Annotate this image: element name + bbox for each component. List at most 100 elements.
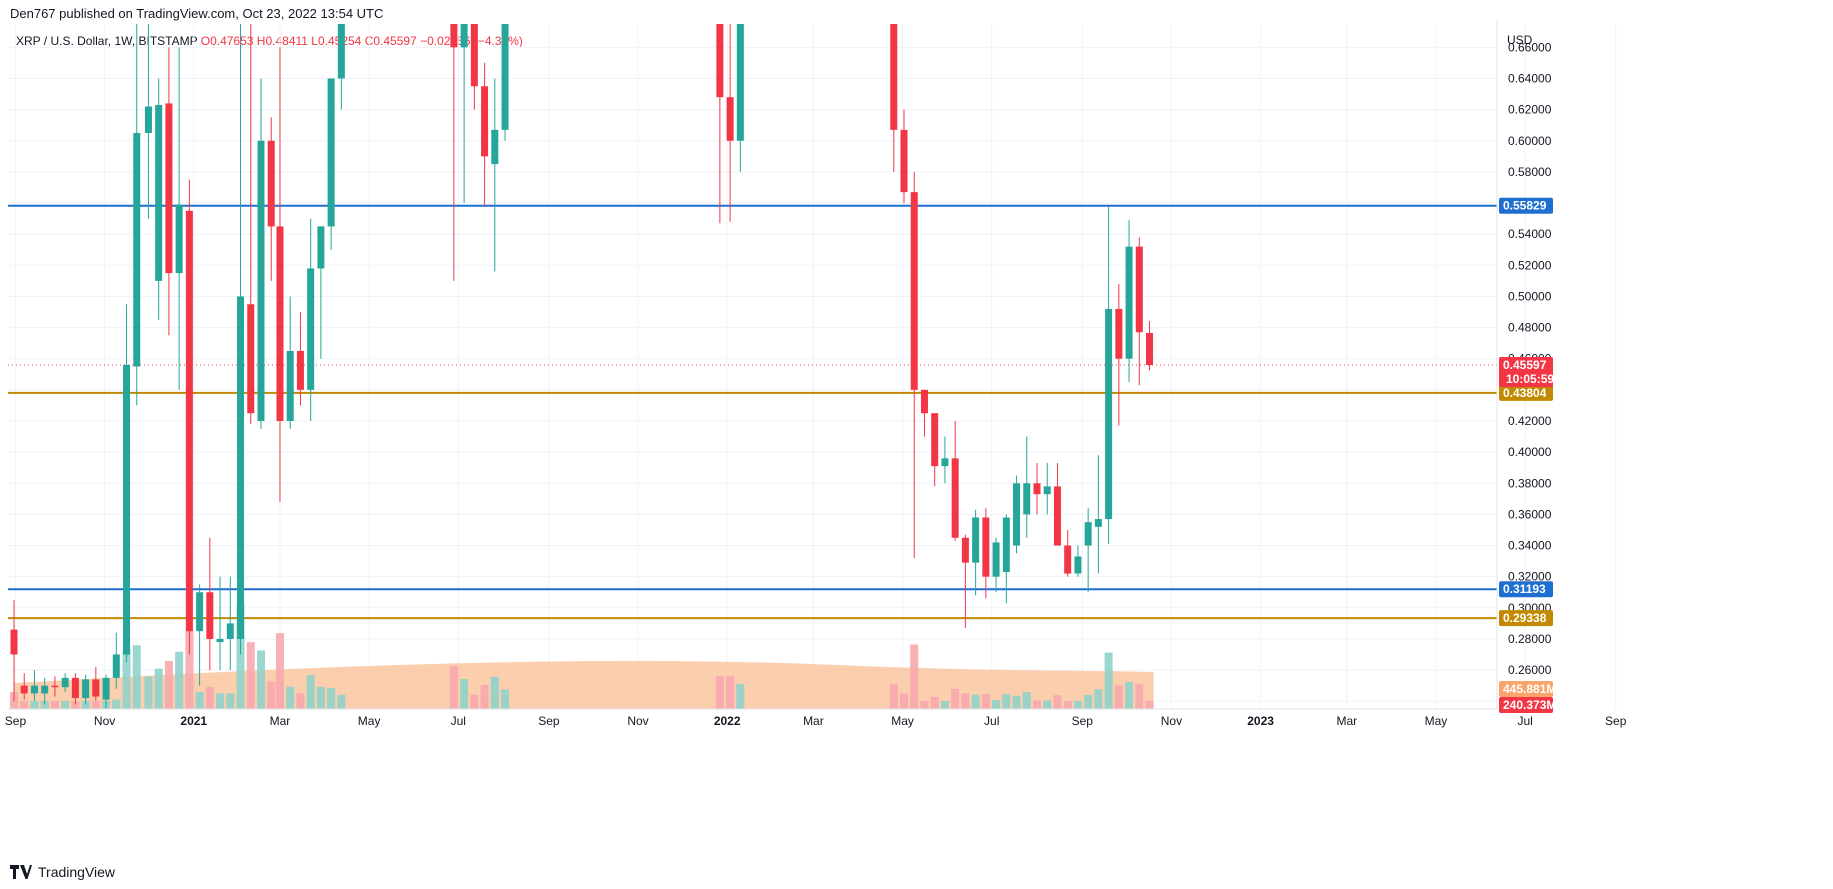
x-tick-label: Nov [627, 714, 648, 728]
candle [317, 226, 325, 359]
candle-body [296, 350, 304, 390]
candle [165, 47, 173, 336]
candle-body [972, 517, 980, 563]
volume-bar [256, 650, 265, 709]
volume-bar [337, 694, 346, 709]
candle [257, 78, 265, 429]
candle-body [61, 677, 69, 688]
candle-body [1094, 519, 1102, 527]
candle-body [1053, 486, 1061, 546]
x-tick-label: Sep [1072, 714, 1094, 728]
candle-body [30, 685, 38, 694]
candle [133, 24, 141, 406]
volume-bar [175, 651, 184, 709]
y-tick-label: 0.36000 [1508, 507, 1552, 521]
legend-symbol: XRP / U.S. Dollar, 1W, BITSTAMP [16, 34, 198, 48]
volume-bar [501, 689, 510, 709]
volume-bar [81, 701, 90, 709]
volume-bar [971, 694, 980, 709]
candle [1023, 436, 1031, 538]
candle [92, 666, 100, 702]
level-price-tag-bg [1499, 610, 1553, 627]
candle [307, 218, 315, 421]
candle [185, 179, 193, 655]
candle [337, 24, 345, 110]
candle [61, 673, 69, 692]
candle [726, 24, 734, 222]
volume-bar [195, 692, 204, 709]
candle-body [1115, 308, 1123, 359]
candle [82, 674, 90, 705]
x-tick-label: May [1425, 714, 1448, 728]
volume-bar [992, 699, 1001, 709]
volume-bar [1012, 696, 1021, 709]
candle [450, 24, 458, 281]
volume-bar [1002, 694, 1011, 709]
level-price-tag: 0.29338 [1499, 610, 1553, 627]
volume-tag-text: 445.881M [1503, 682, 1556, 696]
candle-body [20, 685, 28, 694]
candle-body [1084, 522, 1092, 546]
candle-body [961, 537, 969, 563]
candle [206, 537, 214, 671]
volume-bar [226, 693, 235, 709]
volume-bar [246, 642, 255, 709]
candle-body [491, 129, 499, 165]
volume-bar [154, 668, 163, 709]
candle [491, 78, 499, 272]
x-tick-label: 2023 [1247, 714, 1274, 728]
candle [992, 537, 1000, 593]
candle [961, 534, 969, 629]
candle-body [900, 129, 908, 193]
x-tick-label: Nov [94, 714, 115, 728]
price-axis-currency: USD [1507, 33, 1533, 47]
candle-body [206, 592, 214, 639]
y-tick-label: 0.38000 [1508, 476, 1552, 490]
candle-body [237, 296, 245, 639]
y-tick-label: 0.52000 [1508, 258, 1552, 272]
volume-bar [71, 701, 80, 709]
candle-body [1064, 545, 1072, 574]
candle-body [267, 140, 275, 227]
candle-body [337, 24, 345, 79]
volume-bar [1053, 695, 1062, 709]
candle-body [317, 226, 325, 269]
volume-bar [726, 675, 735, 709]
candle-body [185, 210, 193, 632]
plot-area [8, 24, 1497, 709]
candle-body [920, 389, 928, 414]
y-tick-label: 0.64000 [1508, 71, 1552, 85]
candle [1094, 455, 1102, 574]
candle [51, 676, 59, 697]
legend-low: L0.45254 [311, 34, 362, 48]
candle [910, 171, 918, 558]
volume-bar [910, 644, 919, 709]
volume-bar [275, 633, 284, 709]
candle [900, 109, 908, 204]
candle-body [10, 629, 18, 655]
candle-body [41, 685, 49, 694]
candle-body [216, 638, 224, 643]
candle-body [133, 132, 141, 367]
volume-bar [981, 693, 990, 709]
candle [1105, 206, 1113, 544]
volume-bar [112, 699, 121, 709]
candle-body [276, 226, 284, 421]
candle [470, 24, 478, 110]
x-tick-label: 2021 [180, 714, 207, 728]
candle [1074, 545, 1082, 577]
candle [736, 24, 744, 172]
candle-body [247, 304, 255, 414]
candle-body [736, 24, 744, 141]
candle [1064, 529, 1072, 577]
candle [41, 677, 49, 705]
volume-bar [930, 696, 939, 709]
candle-body [307, 268, 315, 390]
candle [1135, 237, 1143, 386]
candle-body [1002, 517, 1010, 572]
volume-bar [1073, 701, 1082, 709]
volume-bar [460, 679, 469, 709]
candle [972, 509, 980, 596]
x-tick-label: Mar [270, 714, 291, 728]
